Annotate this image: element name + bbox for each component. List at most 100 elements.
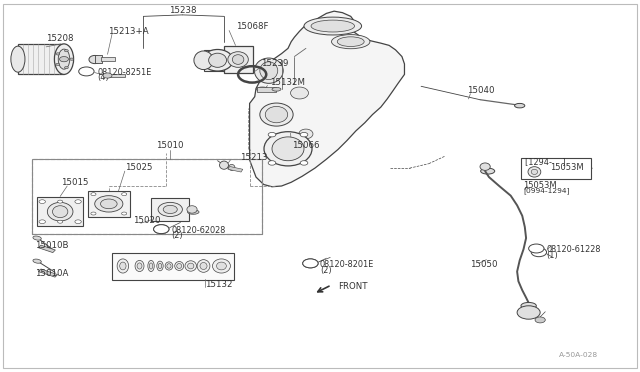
Ellipse shape [52,206,68,218]
Bar [204,50,243,71]
Text: (4): (4) [97,73,109,82]
Text: 15010B: 15010B [35,241,68,250]
Ellipse shape [311,20,355,32]
Ellipse shape [167,264,171,268]
Ellipse shape [165,262,173,270]
Text: 15050: 15050 [470,260,498,269]
Circle shape [300,161,308,165]
Ellipse shape [185,261,196,271]
Ellipse shape [47,202,73,221]
Ellipse shape [89,55,100,64]
Bar [32,159,262,234]
Circle shape [91,193,96,196]
Ellipse shape [264,132,312,166]
Ellipse shape [481,168,495,174]
Ellipse shape [521,302,536,309]
Ellipse shape [95,196,123,212]
Text: 15213: 15213 [240,153,268,162]
Bar [101,57,115,61]
Ellipse shape [272,87,281,91]
Ellipse shape [137,263,142,269]
Bar [32,159,262,234]
Ellipse shape [197,260,210,272]
Bar [112,253,234,280]
Ellipse shape [175,262,184,270]
Text: 15068F: 15068F [236,22,268,31]
Ellipse shape [11,46,25,72]
Text: 08120-8251E: 08120-8251E [97,68,152,77]
Circle shape [79,67,94,76]
Ellipse shape [515,103,525,108]
Bar [151,198,189,221]
Text: B: B [308,260,313,266]
Text: FRONT: FRONT [338,282,367,291]
Text: 15238: 15238 [169,6,196,15]
Circle shape [154,225,169,234]
Circle shape [122,212,127,215]
Ellipse shape [58,49,70,69]
Ellipse shape [188,210,199,214]
Text: 08120-61228: 08120-61228 [547,246,601,254]
Text: A-50A-028: A-50A-028 [559,352,598,358]
Text: 15010A: 15010A [35,269,68,278]
Text: 15053M: 15053M [524,181,557,190]
Text: 08120-8201E: 08120-8201E [320,260,374,269]
Circle shape [58,200,63,203]
Bar [37,197,83,226]
Text: B: B [159,226,164,232]
Ellipse shape [255,58,283,83]
Circle shape [65,49,68,52]
Ellipse shape [332,35,370,49]
Text: B: B [84,68,89,74]
Circle shape [517,306,540,319]
Text: 15132M: 15132M [270,78,305,87]
Circle shape [303,259,318,268]
Ellipse shape [337,37,364,46]
Ellipse shape [257,87,268,92]
Bar [18,44,64,74]
Ellipse shape [212,259,230,273]
Circle shape [56,53,60,55]
Text: [1294-    ]: [1294- ] [525,157,565,166]
Circle shape [75,200,81,203]
Ellipse shape [148,260,154,272]
Ellipse shape [299,129,313,139]
Text: B: B [534,246,539,251]
Ellipse shape [149,263,153,269]
Ellipse shape [33,236,42,240]
Text: 15053M: 15053M [550,163,584,172]
Ellipse shape [163,205,177,214]
Text: (1): (1) [547,251,558,260]
Bar [228,166,243,172]
Ellipse shape [117,259,129,273]
Circle shape [39,200,45,203]
Ellipse shape [228,164,235,170]
Ellipse shape [228,52,248,67]
Bar [38,245,56,253]
Text: 08120-62028: 08120-62028 [172,226,226,235]
Circle shape [268,132,276,137]
Circle shape [122,193,127,196]
Ellipse shape [157,261,163,271]
Circle shape [529,244,544,253]
Circle shape [535,317,545,323]
Ellipse shape [272,137,304,161]
Polygon shape [250,11,404,187]
Ellipse shape [177,263,182,269]
Bar [257,87,276,92]
Ellipse shape [220,161,228,169]
Ellipse shape [260,62,278,80]
Text: 15208: 15208 [46,34,74,43]
Circle shape [268,161,276,165]
Text: 15025: 15025 [125,163,152,172]
Ellipse shape [480,163,490,170]
Ellipse shape [158,202,182,217]
Circle shape [39,220,45,224]
Text: B: B [308,260,313,266]
Ellipse shape [260,103,293,126]
Text: 15040: 15040 [467,86,495,94]
Circle shape [58,220,63,223]
Ellipse shape [194,51,213,70]
Ellipse shape [291,87,308,99]
Circle shape [531,248,547,257]
